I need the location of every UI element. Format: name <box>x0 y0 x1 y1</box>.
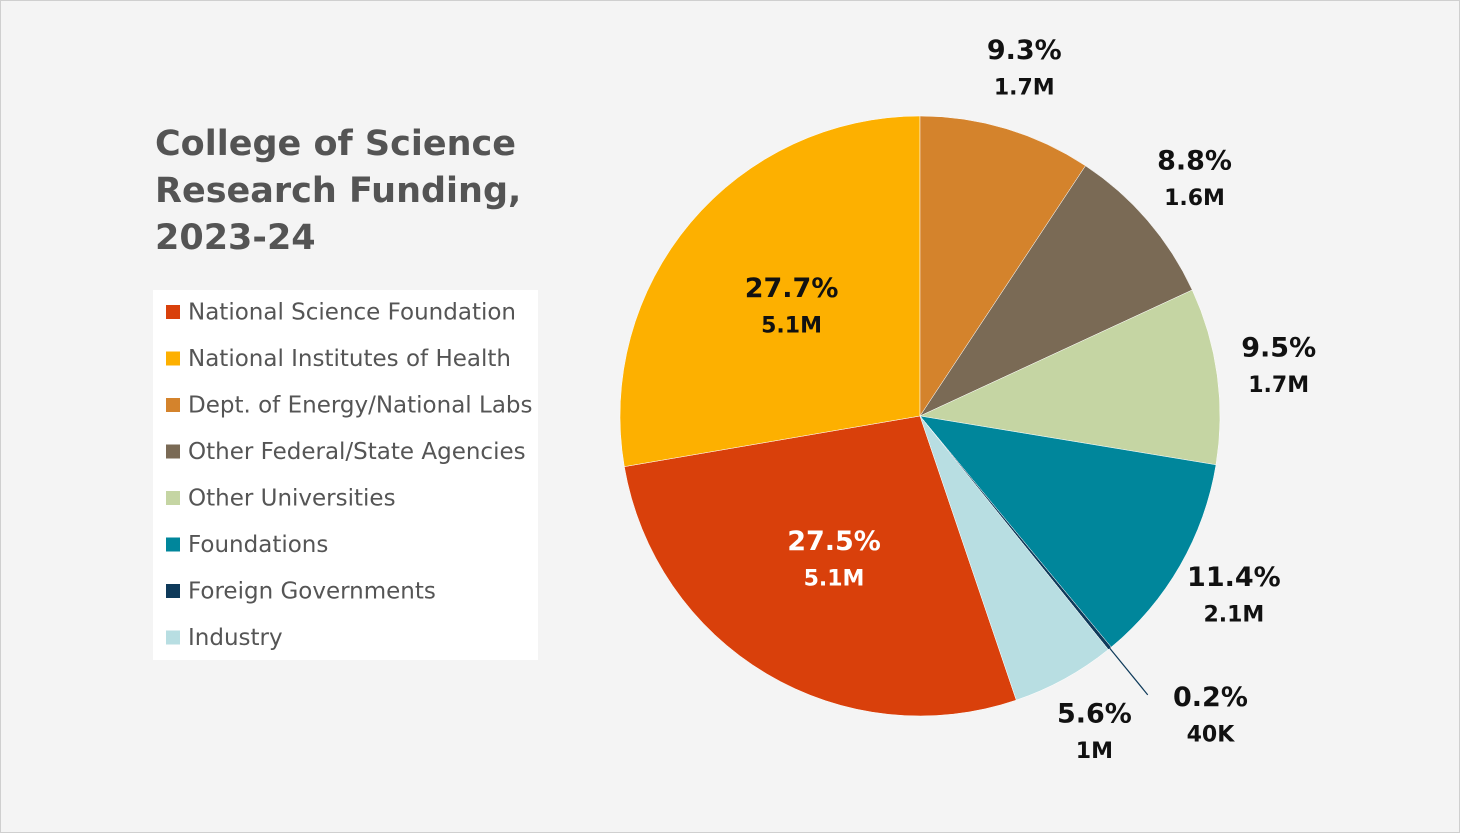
value-label: 8.8% <box>1157 146 1232 177</box>
legend-swatch <box>166 537 180 552</box>
amount-label: 2.1M <box>1203 602 1264 627</box>
pie-slice <box>919 115 1086 417</box>
amount-label: 1M <box>1076 739 1113 764</box>
legend-swatch <box>166 491 180 505</box>
value-label: 0.2% <box>1173 682 1248 713</box>
legend-label: Other Universities <box>188 486 396 512</box>
value-label: 27.7% <box>745 273 839 304</box>
pie-slice <box>619 115 921 467</box>
legend-label: Dept. of Energy/National Labs <box>188 393 533 419</box>
legend-swatch <box>166 398 180 412</box>
amount-label: 1.6M <box>1164 186 1225 211</box>
amount-label: 1.7M <box>994 75 1055 100</box>
chart-title: College of Science Research Funding, 2023-… <box>155 124 521 258</box>
legend-label: Other Federal/State Agencies <box>188 439 526 465</box>
amount-label: 5.1M <box>804 566 865 591</box>
amount-label: 1.7M <box>1248 373 1309 398</box>
value-label: 5.6% <box>1057 699 1132 730</box>
legend-swatch <box>166 305 180 319</box>
legend-label: Foreign Governments <box>188 579 436 605</box>
value-label: 9.3% <box>987 35 1062 66</box>
value-label: 9.5% <box>1241 333 1316 364</box>
pie-slice <box>919 289 1221 466</box>
leader-line <box>1108 646 1149 696</box>
pie-slice <box>624 415 1017 717</box>
amount-label: 5.1M <box>761 314 822 339</box>
legend-box <box>153 290 538 660</box>
pie-slice <box>919 415 1109 701</box>
value-label: 11.4% <box>1187 562 1281 593</box>
pie-slice <box>919 165 1193 417</box>
legend-label: National Science Foundation <box>188 300 516 326</box>
amount-label: 40K <box>1187 723 1236 748</box>
legend-swatch <box>166 630 180 645</box>
legend-label: National Institutes of Health <box>188 346 511 372</box>
legend-swatch <box>166 351 180 366</box>
pie-slice <box>919 415 1217 648</box>
legend-label: Industry <box>188 625 283 651</box>
legend-label: Foundations <box>188 532 328 558</box>
legend-swatch <box>166 584 180 598</box>
value-label: 27.5% <box>787 526 881 557</box>
legend-swatch <box>166 444 180 459</box>
